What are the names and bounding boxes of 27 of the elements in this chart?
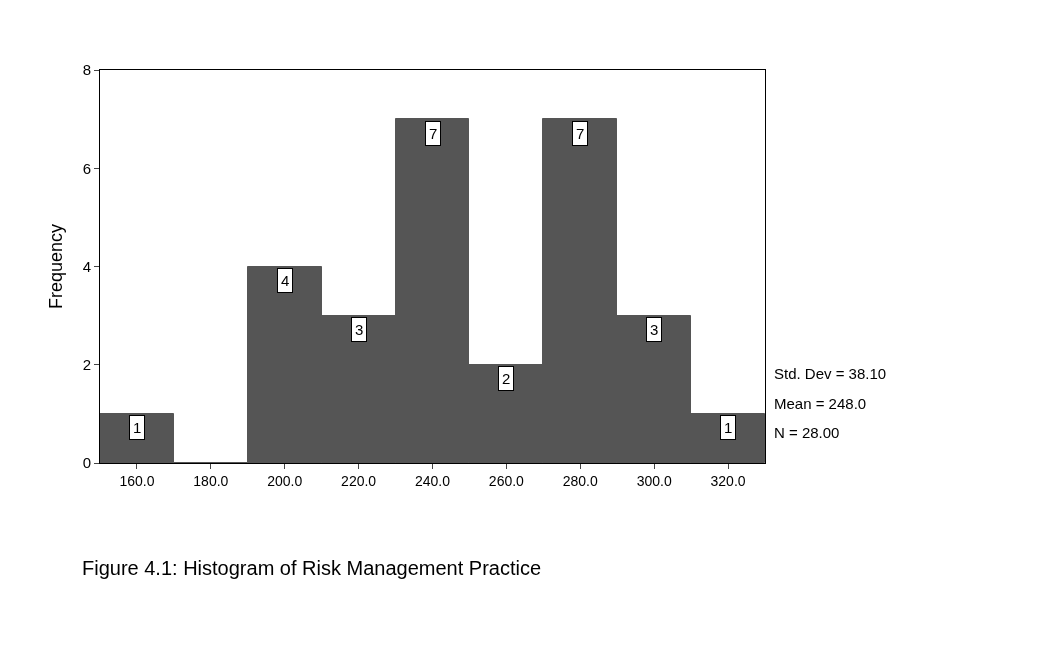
text: Std. Dev = 38.10 xyxy=(774,365,887,382)
y-tick-label: 4 xyxy=(82,257,91,275)
y-tick-label: 6 xyxy=(82,159,91,177)
y-tick-label: 2 xyxy=(82,356,91,373)
data-label: 7 xyxy=(429,125,438,142)
y-tick-label: 8 xyxy=(82,61,91,79)
x-tick-label: 280.0 xyxy=(562,472,598,489)
data-label: 4 xyxy=(281,272,290,289)
caption: Figure 4.1: Histogram of Risk Management Practice xyxy=(82,557,542,579)
data-label: 3 xyxy=(650,321,659,338)
x-tick-label: 200.0 xyxy=(267,472,303,489)
x-tick-label: 260.0 xyxy=(488,472,525,489)
y-tick-label: 0 xyxy=(82,454,91,472)
y-axis-title: Frequency xyxy=(45,223,66,310)
x-tick-label: 300.0 xyxy=(636,472,672,489)
x-tick-label: 160.0 xyxy=(119,472,155,489)
text: Mean = 248.0 xyxy=(774,395,867,412)
data-label: 7 xyxy=(576,125,585,142)
x-tick-label: 180.0 xyxy=(193,472,229,489)
x-tick-label: 320.0 xyxy=(710,472,746,489)
x-tick-label: 220.0 xyxy=(341,472,377,489)
x-tick-label: 240.0 xyxy=(414,472,451,489)
data-label: 2 xyxy=(502,370,511,387)
text: N = 28.00 xyxy=(774,424,840,441)
data-label: 3 xyxy=(355,321,364,338)
data-label: 1 xyxy=(724,419,733,436)
data-label: 1 xyxy=(133,419,142,436)
